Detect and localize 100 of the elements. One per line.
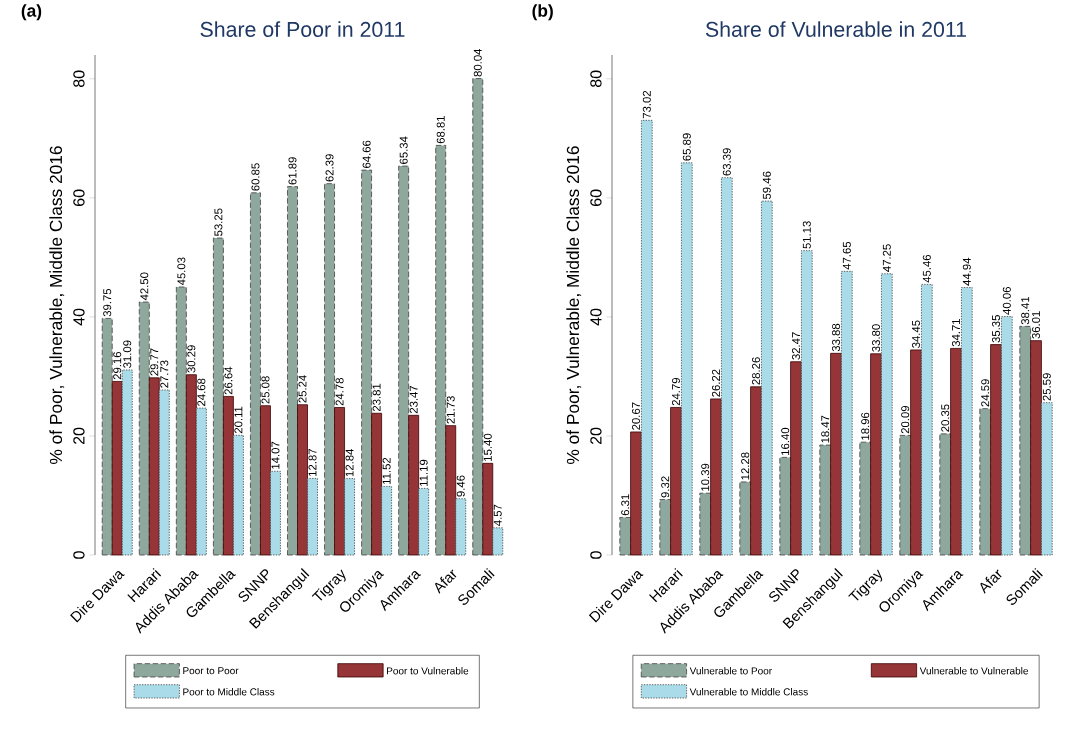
bar — [121, 369, 133, 556]
bar — [233, 434, 244, 556]
bar — [222, 396, 234, 556]
bar — [445, 425, 457, 556]
bar — [950, 347, 962, 556]
bar — [910, 349, 922, 556]
bar — [830, 352, 842, 556]
data-label: 33.88 — [832, 323, 841, 352]
bar — [990, 344, 1002, 556]
bar — [881, 273, 893, 556]
bar — [659, 499, 672, 556]
y-tick-label: 0 — [590, 551, 602, 559]
bar — [681, 162, 693, 556]
data-label: 33.80 — [872, 324, 881, 352]
data-label: 25.24 — [298, 375, 307, 403]
bar — [1019, 325, 1032, 556]
bar — [111, 381, 123, 556]
y-tick-label: 80 — [590, 70, 602, 88]
bar — [819, 444, 831, 556]
data-label: 24.78 — [335, 378, 344, 406]
bar — [979, 408, 992, 556]
bar — [899, 435, 912, 556]
bar — [750, 386, 762, 556]
y-axis-title: % of Poor, Vulnerable, Middle Class 2016 — [566, 146, 582, 464]
bar — [721, 177, 733, 556]
data-label: 45.03 — [177, 257, 186, 286]
data-label: 63.39 — [722, 148, 731, 176]
data-label: 31.09 — [123, 340, 132, 368]
data-label: 60.85 — [251, 163, 260, 191]
data-label: 10.39 — [701, 463, 710, 491]
bar — [212, 237, 224, 556]
bar — [361, 169, 373, 556]
data-label: 12.87 — [308, 449, 317, 476]
bar — [270, 470, 281, 556]
data-label: 12.84 — [345, 448, 354, 477]
bar — [939, 433, 951, 556]
data-label: 23.81 — [372, 383, 381, 412]
data-label: 26.64 — [224, 366, 233, 395]
bar — [287, 186, 298, 556]
bar — [435, 145, 447, 556]
data-label: 38.41 — [1021, 296, 1030, 325]
data-label: 20.11 — [234, 406, 243, 434]
data-label: 68.81 — [436, 116, 445, 144]
y-tick-label: 20 — [73, 427, 85, 445]
data-label: 29.16 — [113, 351, 122, 380]
data-label: 24.59 — [981, 379, 990, 407]
bar — [761, 200, 773, 556]
bar — [801, 250, 813, 556]
bar — [790, 361, 802, 556]
data-label: 42.50 — [140, 272, 149, 301]
legend-label: Poor to Vulnerable — [387, 667, 469, 675]
bar — [324, 183, 335, 556]
data-label: 12.28 — [741, 452, 750, 480]
data-label: 45.46 — [922, 254, 931, 283]
data-label: 47.65 — [842, 241, 851, 270]
data-label: 61.89 — [288, 157, 297, 185]
bar — [260, 405, 271, 556]
bar — [195, 407, 207, 556]
data-label: 62.39 — [325, 154, 334, 182]
bar — [398, 165, 410, 556]
bar — [1030, 340, 1042, 556]
data-label: 53.25 — [214, 208, 223, 236]
y-tick-label: 40 — [73, 308, 85, 326]
data-label: 34.45 — [912, 320, 921, 348]
data-label: 16.40 — [781, 427, 790, 455]
data-label: 20.67 — [632, 402, 641, 430]
data-label: 64.66 — [362, 140, 371, 168]
bar — [641, 119, 653, 556]
bar — [101, 317, 113, 556]
data-label: 11.19 — [419, 459, 428, 486]
bar — [158, 389, 170, 556]
bar — [482, 462, 494, 556]
data-label: 20.09 — [901, 405, 910, 434]
data-label: 18.47 — [821, 415, 830, 443]
data-label: 36.01 — [1032, 311, 1041, 339]
bar — [859, 441, 872, 556]
data-label: 34.71 — [952, 318, 961, 347]
bar — [185, 374, 197, 556]
bar — [492, 527, 504, 556]
bar — [307, 477, 318, 556]
bar — [250, 192, 261, 556]
y-tick-label: 0 — [73, 551, 85, 559]
data-label: 18.96 — [861, 412, 870, 440]
data-label: 9.46 — [456, 475, 465, 497]
data-label: 9.32 — [661, 476, 670, 498]
legend-label: Poor to Middle Class — [183, 688, 275, 696]
bar — [148, 377, 160, 556]
data-label: 24.68 — [197, 378, 206, 406]
bar — [961, 287, 973, 556]
data-label: 32.47 — [792, 332, 801, 360]
data-label: 80.04 — [473, 48, 482, 77]
bar — [841, 270, 853, 556]
bar — [371, 412, 383, 556]
data-label: 39.75 — [103, 288, 112, 317]
data-label: 20.35 — [941, 404, 950, 432]
data-label: 24.79 — [672, 378, 681, 406]
data-label: 27.73 — [160, 360, 169, 388]
y-tick-label: 60 — [590, 189, 602, 206]
data-label: 4.57 — [493, 504, 502, 526]
y-tick-label: 60 — [73, 189, 85, 206]
